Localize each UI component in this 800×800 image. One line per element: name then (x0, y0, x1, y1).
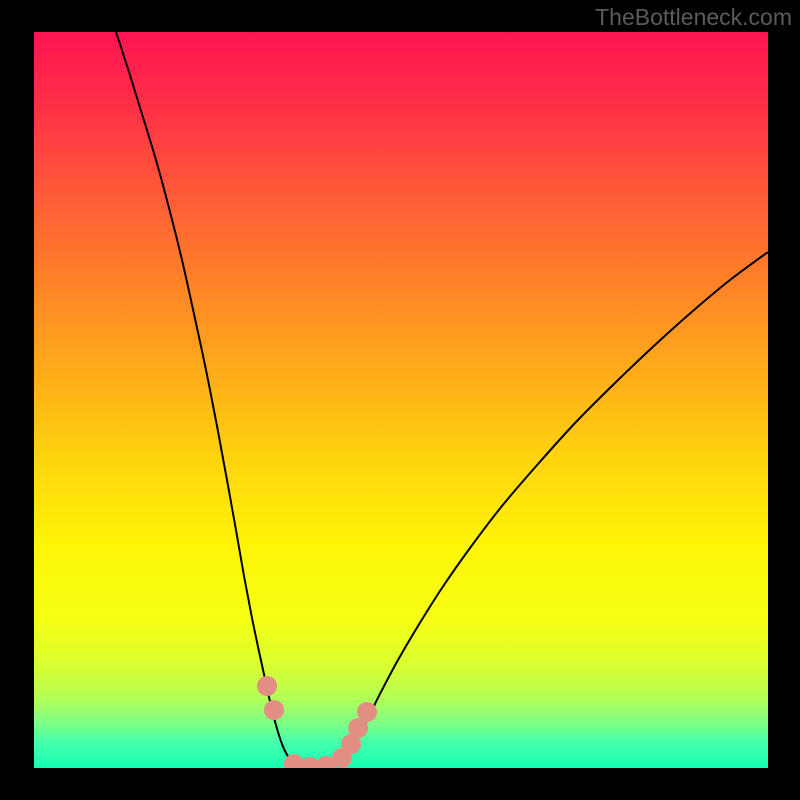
chart-svg (34, 32, 768, 768)
plot-area (34, 32, 768, 768)
watermark-text: TheBottleneck.com (595, 4, 792, 31)
gradient-background (34, 32, 768, 768)
data-marker (264, 700, 284, 720)
data-marker (357, 702, 377, 722)
data-marker (257, 676, 277, 696)
